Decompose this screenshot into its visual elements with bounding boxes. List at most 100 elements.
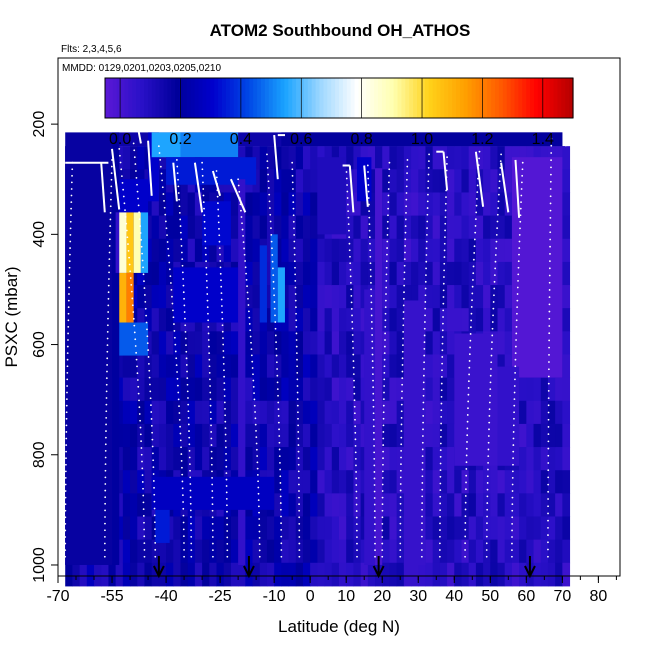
profile-point <box>381 470 384 473</box>
heatmap-cell <box>144 261 153 286</box>
heatmap-cell <box>339 539 347 564</box>
colorbar-swatch <box>300 78 305 118</box>
profile-point <box>439 482 442 485</box>
profile-point <box>177 398 180 401</box>
heatmap-cell <box>209 354 218 379</box>
profile-point <box>440 396 443 398</box>
profile-point <box>511 542 513 545</box>
heatmap-cell <box>367 215 376 240</box>
profile-point <box>466 414 469 416</box>
profile-point <box>184 330 187 333</box>
profile-point <box>351 321 354 323</box>
heatmap-cell <box>540 400 549 425</box>
profile-point <box>222 356 225 359</box>
heatmap-cell <box>223 238 232 263</box>
heatmap-cell <box>346 377 354 402</box>
profile-point <box>373 471 376 473</box>
heatmap-cell <box>310 400 318 425</box>
heatmap-cell <box>396 562 405 587</box>
heatmap-cell <box>310 423 318 448</box>
profile-point <box>369 275 372 278</box>
profile-point <box>547 505 549 508</box>
profile-point <box>124 209 126 211</box>
profile-point <box>107 311 110 313</box>
heatmap-cell <box>209 516 218 541</box>
heatmap-cell <box>547 377 556 402</box>
heatmap-cell <box>425 562 434 587</box>
heatmap-cell <box>331 423 340 448</box>
profile-point <box>400 403 403 406</box>
profile-point <box>400 416 403 419</box>
profile-point <box>381 516 384 519</box>
heatmap-cell <box>122 539 131 564</box>
colorbar-swatch <box>296 78 301 118</box>
heatmap-cell <box>295 539 304 564</box>
profile-point <box>142 494 145 497</box>
heatmap-cell <box>115 354 124 379</box>
profile-point <box>444 209 447 212</box>
profile-point <box>179 218 182 221</box>
profile-point <box>189 496 192 499</box>
heatmap-cell <box>475 516 484 541</box>
heatmap-cell <box>483 169 491 193</box>
profile-point <box>217 215 220 217</box>
colorbar-swatch <box>241 78 246 118</box>
profile-point <box>464 522 467 524</box>
heatmap-cell <box>497 331 506 355</box>
heatmap-cell <box>497 470 506 494</box>
profile-point <box>244 260 247 262</box>
profile-point <box>493 287 496 290</box>
profile-point <box>279 495 282 498</box>
heatmap-cell <box>158 238 167 263</box>
profile-point <box>516 312 518 315</box>
heatmap-cell <box>425 169 434 193</box>
profile-point <box>139 433 142 436</box>
profile-point <box>243 253 246 256</box>
profile-point <box>221 311 224 314</box>
profile-point <box>216 195 219 198</box>
colorbar-swatch <box>315 78 321 118</box>
heatmap-cell <box>310 192 318 217</box>
heatmap-cell <box>238 562 246 587</box>
heatmap-cell <box>115 493 124 517</box>
profile-point <box>492 314 494 317</box>
profile-point <box>130 290 133 293</box>
heatmap-cell <box>288 146 297 170</box>
profile-point <box>511 483 514 486</box>
profile-point <box>205 266 208 269</box>
profile-point <box>149 383 151 386</box>
heatmap-cell <box>274 331 282 355</box>
dates-label: MMDD: 0129,0201,0203,0205,0210 <box>62 63 221 74</box>
profile-point <box>426 233 428 236</box>
heatmap-cell <box>339 447 347 471</box>
profile-point <box>421 488 424 491</box>
profile-point <box>211 477 213 479</box>
heatmap-cell <box>439 169 448 193</box>
heatmap-cell <box>382 516 390 541</box>
flight-tracks <box>65 123 567 218</box>
heatmap-cell <box>389 470 398 494</box>
heatmap-cell <box>447 261 455 286</box>
heatmap-cell <box>425 146 434 170</box>
heatmap-cell <box>439 493 448 517</box>
profile-point <box>487 461 490 464</box>
profile-point <box>276 388 279 390</box>
profile-point <box>104 456 107 459</box>
heatmap-cell <box>274 447 282 471</box>
colorbar-swatch <box>132 78 137 118</box>
heatmap-cell <box>317 261 326 286</box>
profile-point <box>207 332 210 335</box>
profile-point <box>255 442 258 445</box>
heatmap-cell <box>166 215 174 240</box>
profile-point <box>108 264 111 267</box>
heatmap-cell <box>439 400 448 425</box>
profile-point <box>297 437 300 440</box>
profile-point <box>421 475 424 478</box>
heatmap-cell <box>122 400 131 425</box>
profile-point <box>297 483 300 486</box>
profile-point <box>154 528 156 531</box>
heatmap-cell <box>475 493 484 517</box>
profile-point <box>294 273 297 276</box>
profile-point <box>188 463 191 466</box>
heatmap-cell <box>526 400 535 425</box>
